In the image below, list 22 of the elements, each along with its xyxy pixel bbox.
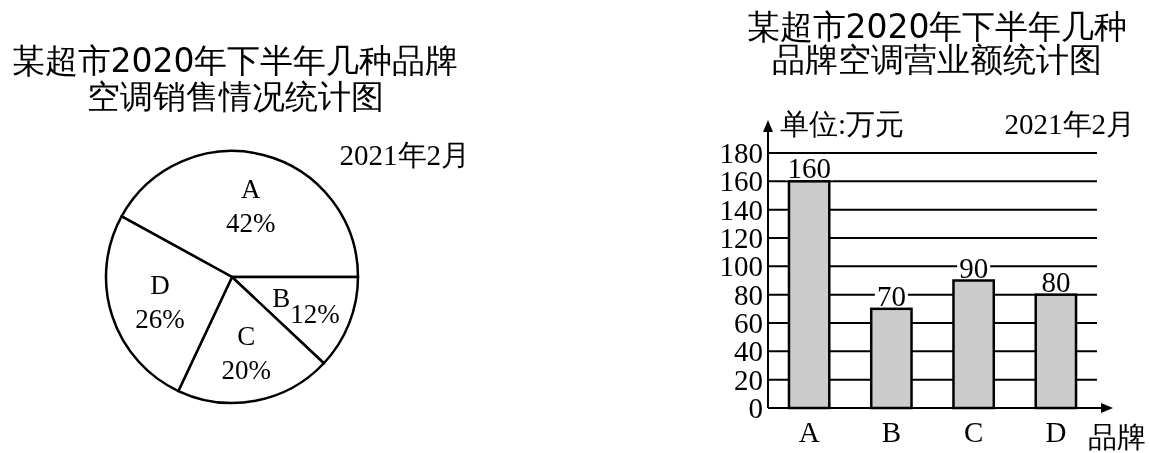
data-label: 160: [787, 152, 831, 185]
slice-label: A: [241, 173, 262, 204]
x-tick-label: B: [881, 416, 902, 448]
text: 2021年2月: [1004, 108, 1135, 140]
data-label: 26%: [135, 304, 185, 335]
chart-title: 某超市2020年下半年几种品牌空调销售情况统计图: [11, 41, 459, 116]
data-label: 90: [959, 251, 989, 284]
data-label: 70: [876, 279, 906, 312]
data-label: 12%: [290, 298, 340, 329]
data-label: 80: [1041, 265, 1071, 298]
x-axis-title: 品牌: [1088, 420, 1146, 453]
y-axis-title: 单位:万元: [780, 108, 905, 140]
data-label: 20%: [221, 355, 271, 386]
x-tick-label: A: [798, 416, 820, 448]
slice-label: C: [237, 321, 256, 352]
data-label: 42%: [226, 207, 276, 238]
slice-label: D: [150, 270, 170, 301]
x-tick-label: C: [963, 416, 984, 448]
chart-title: 某超市2020年下半年几种品牌空调营业额统计图: [746, 7, 1128, 79]
x-tick-label: D: [1045, 416, 1067, 448]
text: 2021年2月: [339, 139, 470, 171]
slice-label: B: [272, 282, 291, 313]
